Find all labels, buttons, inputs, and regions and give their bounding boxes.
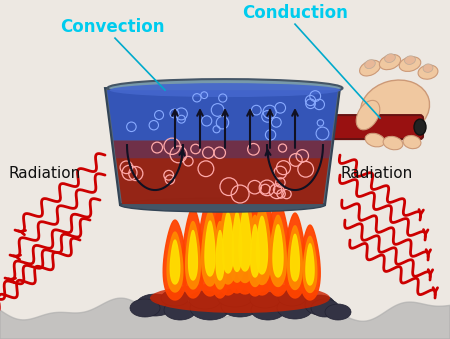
Ellipse shape: [360, 60, 380, 76]
Polygon shape: [219, 202, 237, 284]
Polygon shape: [273, 225, 283, 277]
Polygon shape: [107, 90, 338, 141]
Polygon shape: [163, 220, 187, 300]
Ellipse shape: [379, 55, 400, 70]
Ellipse shape: [161, 290, 189, 306]
Polygon shape: [300, 225, 320, 300]
Polygon shape: [202, 211, 218, 286]
Polygon shape: [186, 222, 200, 289]
Polygon shape: [189, 231, 198, 280]
Polygon shape: [251, 225, 259, 277]
Polygon shape: [244, 201, 266, 296]
Ellipse shape: [325, 304, 351, 320]
Polygon shape: [239, 208, 251, 271]
Ellipse shape: [221, 295, 259, 317]
Polygon shape: [170, 240, 180, 284]
Polygon shape: [229, 201, 245, 282]
Ellipse shape: [136, 294, 174, 316]
Ellipse shape: [414, 119, 426, 135]
Ellipse shape: [423, 64, 433, 72]
Ellipse shape: [403, 136, 421, 149]
Polygon shape: [214, 185, 242, 295]
Polygon shape: [270, 215, 286, 286]
Ellipse shape: [120, 198, 325, 212]
Polygon shape: [114, 141, 331, 204]
Polygon shape: [291, 234, 299, 281]
Polygon shape: [306, 244, 314, 285]
Polygon shape: [198, 196, 223, 296]
Ellipse shape: [385, 54, 396, 62]
Polygon shape: [230, 179, 260, 294]
Ellipse shape: [190, 296, 230, 320]
Ellipse shape: [150, 283, 330, 313]
Polygon shape: [248, 215, 262, 286]
Ellipse shape: [360, 80, 430, 136]
Ellipse shape: [108, 79, 342, 97]
Text: Conduction: Conduction: [242, 4, 348, 22]
Ellipse shape: [356, 100, 380, 130]
Polygon shape: [235, 196, 255, 282]
Ellipse shape: [217, 289, 252, 307]
Polygon shape: [105, 88, 340, 205]
Ellipse shape: [278, 290, 306, 306]
FancyBboxPatch shape: [332, 115, 423, 139]
Polygon shape: [284, 213, 306, 298]
Polygon shape: [213, 222, 226, 289]
Ellipse shape: [251, 300, 285, 320]
Polygon shape: [182, 208, 204, 298]
Ellipse shape: [164, 300, 196, 320]
Polygon shape: [205, 221, 215, 276]
Ellipse shape: [364, 60, 375, 68]
Ellipse shape: [365, 133, 385, 147]
Ellipse shape: [405, 56, 415, 64]
Ellipse shape: [383, 136, 403, 150]
Ellipse shape: [130, 299, 160, 317]
Polygon shape: [288, 226, 302, 290]
Polygon shape: [232, 212, 242, 272]
Polygon shape: [210, 208, 230, 298]
Ellipse shape: [311, 299, 339, 317]
Polygon shape: [256, 216, 267, 274]
Ellipse shape: [399, 57, 421, 72]
Polygon shape: [225, 185, 249, 293]
Text: Convection: Convection: [60, 18, 165, 36]
Polygon shape: [303, 236, 317, 293]
Polygon shape: [114, 141, 331, 158]
Ellipse shape: [109, 83, 341, 97]
Polygon shape: [222, 213, 234, 273]
Ellipse shape: [250, 292, 280, 308]
Polygon shape: [253, 206, 271, 284]
Ellipse shape: [189, 291, 221, 309]
Ellipse shape: [305, 295, 335, 315]
Polygon shape: [167, 232, 183, 292]
Text: Radiation: Radiation: [340, 166, 412, 181]
Ellipse shape: [277, 297, 313, 319]
Ellipse shape: [418, 65, 438, 79]
Text: Radiation: Radiation: [8, 166, 80, 181]
Polygon shape: [216, 231, 224, 280]
Polygon shape: [266, 201, 291, 296]
Polygon shape: [248, 190, 276, 295]
